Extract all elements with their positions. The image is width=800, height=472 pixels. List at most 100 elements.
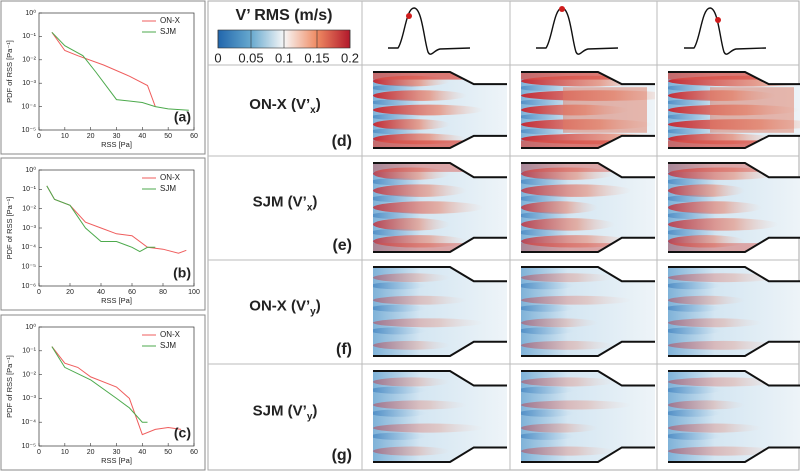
legend-label: SJM [160,27,176,36]
row-label-part: ) [316,297,321,314]
panel-label: (d) [332,133,352,150]
y-tick-label: 10⁻¹ [22,186,36,193]
streak [373,113,427,120]
y-tick-label: 10⁻³ [22,225,36,232]
x-tick-label: 30 [113,449,121,456]
streak [373,318,484,328]
colorbar-title: V’ RMS (m/s) [236,7,333,24]
streak [373,235,467,248]
x-axis-label: RSS [Pa] [101,456,132,465]
legend-label: ON-X [160,16,181,25]
y-tick-label: 10⁻² [22,371,36,378]
streak [373,432,427,440]
streak [668,409,722,417]
field-streaks [373,72,507,148]
streak [521,386,575,394]
y-tick-label: 10⁻⁴ [22,419,37,426]
waveform [536,7,619,55]
wall-band [521,72,655,80]
panel-label: (c) [174,425,191,441]
wall-band [373,72,507,80]
streak [373,119,450,130]
streak [668,218,779,231]
wall-band [668,140,800,148]
y-tick-label: 10⁻³ [22,80,36,87]
streak [521,201,598,214]
velocity-field [521,370,655,463]
streak [668,201,762,214]
streak [373,84,427,91]
y-tick-label: 10⁻³ [22,395,36,402]
field-streaks [668,72,800,148]
x-tick-label: 40 [138,133,146,140]
waveform [388,7,471,55]
streak [373,282,427,290]
streak [668,304,722,312]
x-tick-label: 10 [61,133,69,140]
row-label-part: ) [312,193,317,210]
velocity-field [668,370,800,463]
streak [668,235,745,248]
streak [521,218,615,231]
y-tick-label: 10⁻⁴ [22,244,37,251]
y-tick-label: 10⁰ [25,323,36,331]
streak [668,340,779,350]
field-streaks [373,163,507,252]
velocity-field [373,71,507,149]
series-line [51,31,189,111]
row-label-part: x [307,203,313,214]
velocity-field [521,71,655,149]
streak [668,195,722,203]
wall-band [521,140,655,148]
field-streaks [521,72,655,148]
streak [373,400,467,410]
wall-band [373,140,507,148]
streak [668,432,722,440]
panel-label: (e) [332,237,352,254]
streak [668,211,722,220]
row-label-part: y [310,307,316,318]
y-tick-label: 10⁻⁵ [22,264,36,271]
waveform [684,7,767,55]
aorta-wall [668,71,800,149]
streak [521,273,615,283]
row-label-part: ) [316,96,321,113]
velocity-field [521,266,655,357]
streak [521,84,575,91]
x-tick-label: 30 [113,133,121,140]
field-streaks [668,273,779,350]
streak [668,184,745,197]
colorbar-tick-label: 0 [214,50,221,65]
field-streaks [521,377,632,456]
x-tick-label: 20 [66,289,74,296]
panel-label: (b) [173,265,191,281]
y-tick-label: 10⁻⁶ [22,283,36,290]
streak [521,99,575,106]
streak [373,195,427,203]
velocity-field [373,266,507,357]
panel-label: (a) [174,109,191,125]
aorta-wall [668,370,800,463]
streak [373,167,450,180]
streak [521,184,632,197]
streak [521,235,632,248]
streak [521,432,575,440]
streak [521,295,632,305]
series-line [46,185,187,254]
streak [668,167,779,180]
panel-frame [0,0,206,155]
aorta-wall [373,162,507,253]
row-label-part: y [307,412,313,423]
colorbar-tick-label: 0.1 [275,50,293,65]
streak [521,340,615,350]
y-tick-label: 10⁻⁵ [22,127,36,134]
streak [373,178,427,186]
velocity-field [521,162,655,253]
row-label: SJM (V’x) [253,193,318,213]
streak [373,377,450,387]
panel-frame [0,157,206,311]
streak [521,128,575,135]
field-streaks [521,273,632,350]
phase-marker [715,17,721,23]
x-tick-label: 20 [87,133,95,140]
